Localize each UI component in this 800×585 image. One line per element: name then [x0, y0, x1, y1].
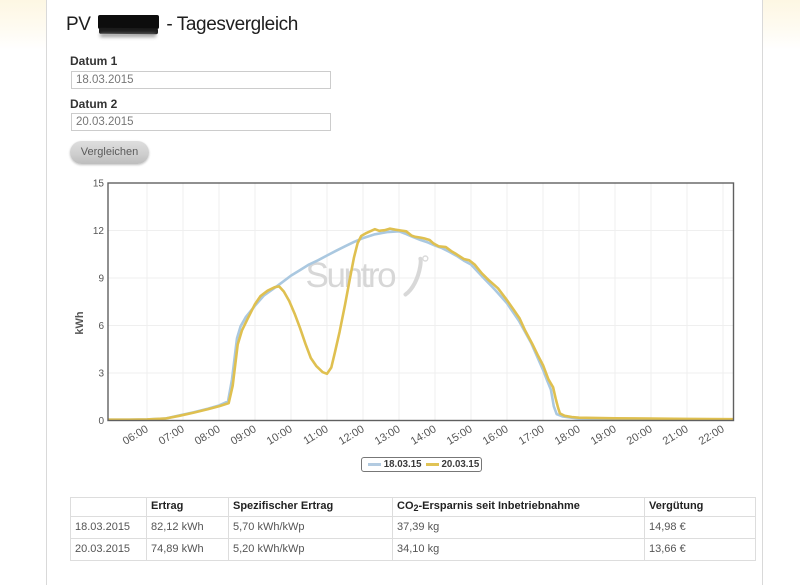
svg-text:16:00: 16:00 — [481, 423, 511, 447]
svg-text:08:00: 08:00 — [193, 423, 223, 447]
svg-text:13:00: 13:00 — [373, 423, 403, 447]
svg-text:07:00: 07:00 — [157, 423, 187, 447]
svg-text:10:00: 10:00 — [265, 423, 295, 447]
svg-text:19:00: 19:00 — [589, 423, 619, 447]
svg-text:9: 9 — [98, 274, 104, 285]
svg-text:kWh: kWh — [74, 311, 86, 335]
svg-text:15: 15 — [93, 179, 105, 190]
svg-text:12:00: 12:00 — [337, 423, 367, 447]
svg-text:06:00: 06:00 — [121, 423, 151, 447]
svg-text:3: 3 — [98, 369, 104, 380]
svg-text:09:00: 09:00 — [229, 423, 259, 447]
svg-text:12: 12 — [93, 226, 105, 237]
svg-text:21:00: 21:00 — [661, 423, 691, 447]
svg-text:22:00: 22:00 — [697, 423, 727, 447]
svg-text:11:00: 11:00 — [301, 423, 330, 447]
svg-text:14:00: 14:00 — [409, 423, 439, 447]
svg-text:15:00: 15:00 — [445, 423, 475, 447]
svg-text:0: 0 — [98, 416, 104, 427]
svg-text:18:00: 18:00 — [553, 423, 583, 447]
svg-text:6: 6 — [98, 321, 104, 332]
svg-text:17:00: 17:00 — [517, 423, 547, 447]
svg-text:20:00: 20:00 — [625, 423, 655, 447]
